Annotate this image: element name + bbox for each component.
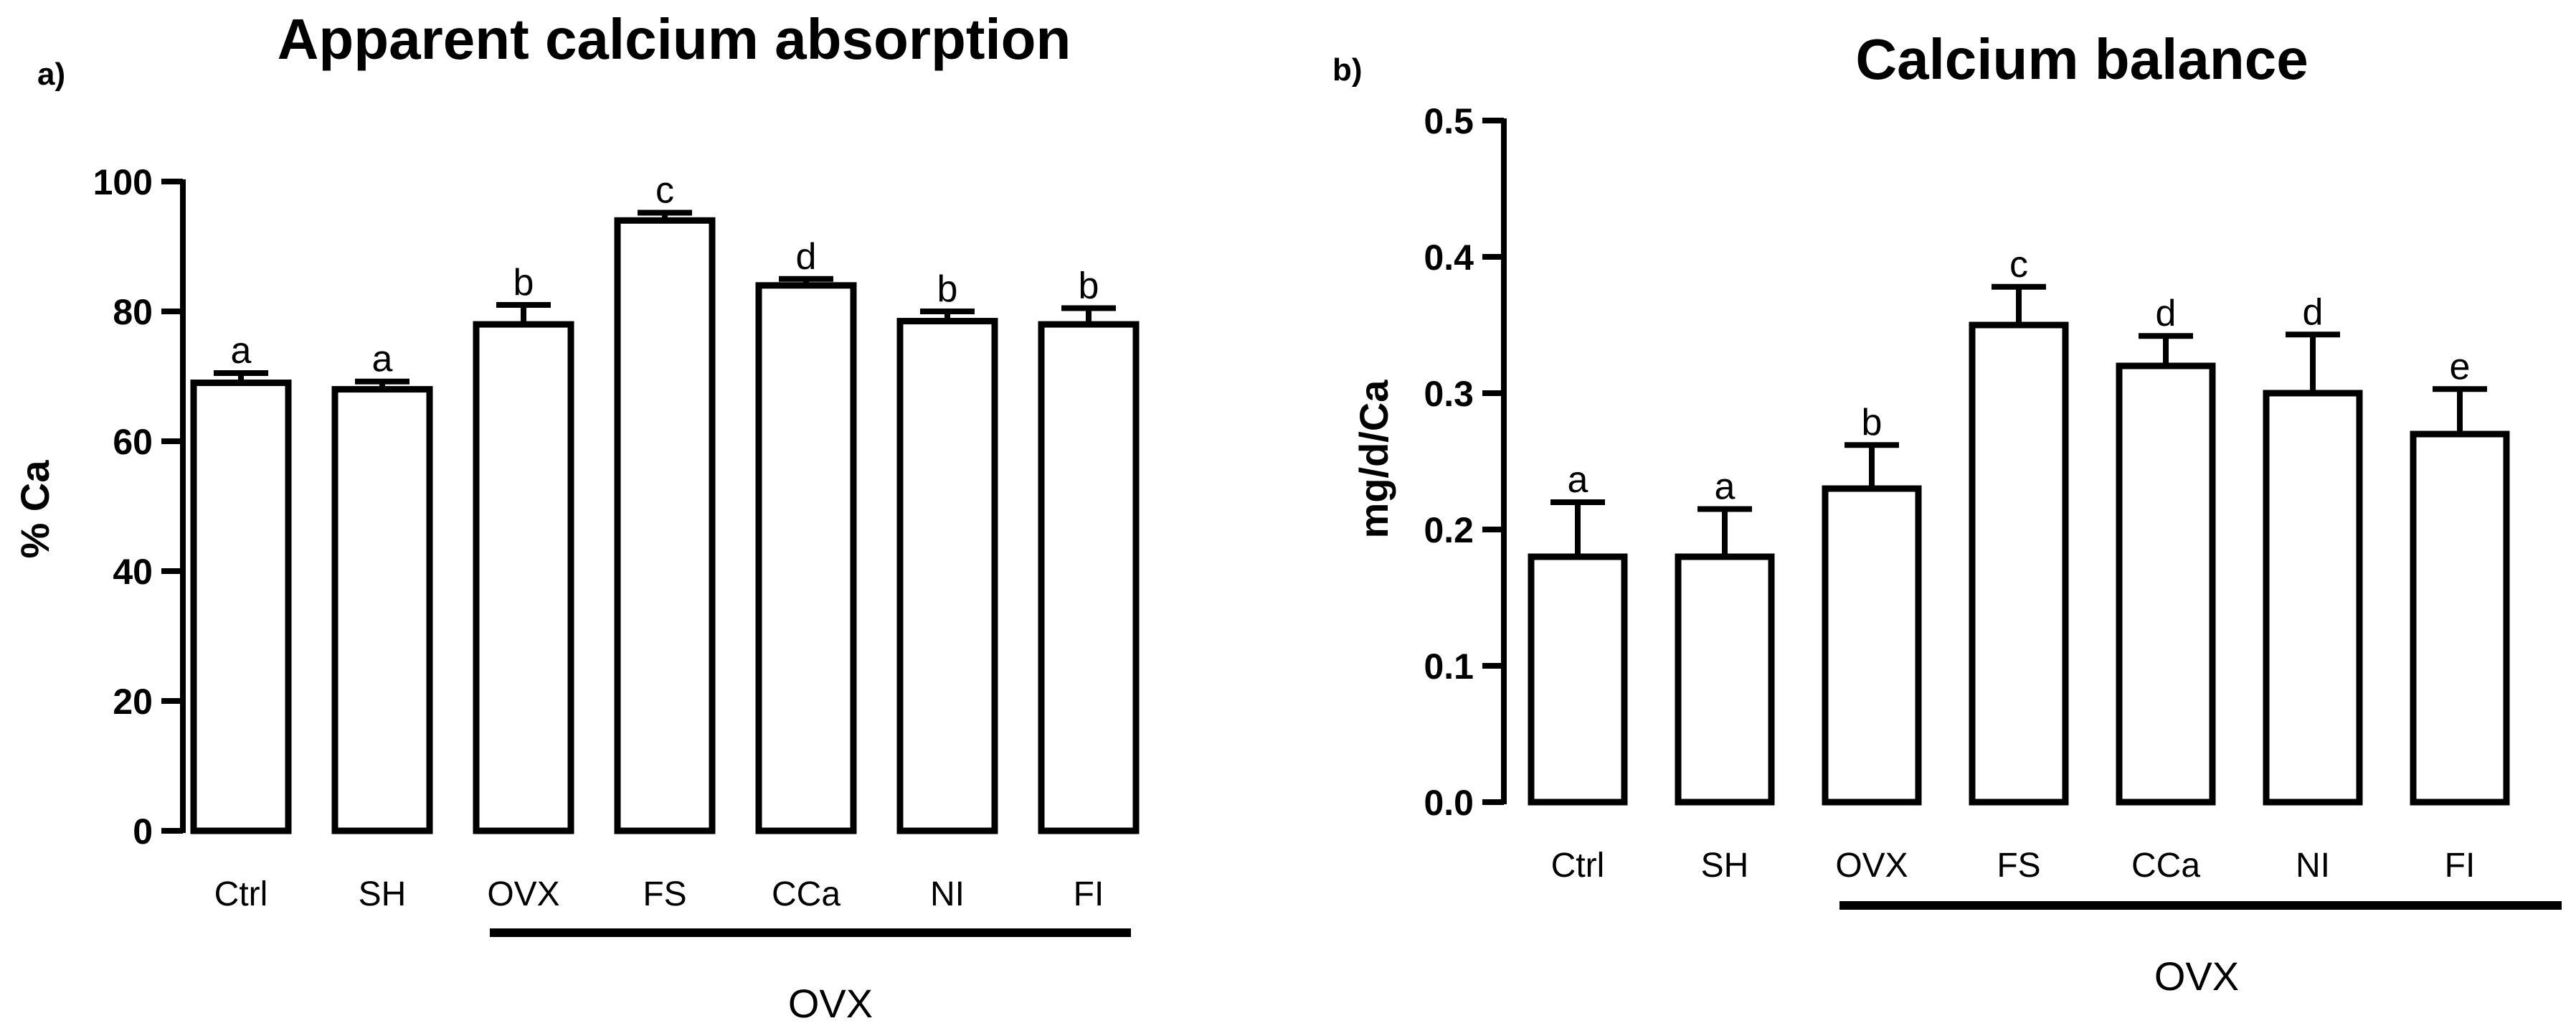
x-tick-label: SH: [359, 875, 407, 913]
bar: [1528, 553, 1628, 806]
x-tick-label: FS: [643, 875, 686, 913]
significance-letter: b: [937, 268, 958, 310]
significance-letter: b: [1862, 402, 1883, 443]
x-tick-label: OVX: [1835, 847, 1908, 885]
y-tick-label: 40: [113, 552, 153, 592]
significance-letter: c: [655, 169, 674, 211]
y-tick-label: 20: [113, 682, 153, 722]
significance-letter: e: [2450, 346, 2471, 387]
bar: [1822, 485, 1922, 806]
chart-title: Apparent calcium absorption: [278, 7, 1071, 71]
bar: [190, 380, 292, 834]
y-tick-label: 0.1: [1424, 646, 1474, 687]
group-label: OVX: [788, 981, 873, 1026]
x-tick-label: SH: [1701, 847, 1749, 885]
significance-letter: c: [2009, 244, 2028, 286]
bar: [473, 321, 574, 834]
significance-letter: d: [2303, 291, 2324, 333]
bar: [2116, 362, 2216, 806]
x-tick-label: NI: [2296, 847, 2330, 885]
x-tick-label: CCa: [2131, 847, 2200, 885]
bar: [1675, 553, 1775, 806]
panel-label: b): [1332, 52, 1363, 88]
bar: [1969, 321, 2069, 806]
bar: [2410, 430, 2510, 806]
x-tick-label: NI: [930, 875, 965, 913]
significance-letter: d: [2156, 293, 2177, 334]
y-tick-label: 0.2: [1424, 510, 1474, 550]
significance-letter: a: [1715, 466, 1736, 508]
x-tick-label: CCa: [772, 875, 840, 913]
x-tick-label: FS: [1997, 847, 2040, 885]
bar: [755, 282, 857, 834]
group-label: OVX: [2154, 954, 2239, 999]
chart-title: Calcium balance: [1855, 27, 2308, 91]
significance-letter: b: [1079, 265, 1099, 306]
x-tick-label: FI: [2445, 847, 2476, 885]
y-tick-label: 0.0: [1424, 783, 1474, 823]
significance-letter: d: [796, 236, 817, 278]
significance-letter: a: [231, 330, 252, 372]
bar: [1038, 321, 1140, 834]
significance-letter: a: [372, 339, 393, 380]
x-tick-label: FI: [1074, 875, 1104, 913]
y-tick-label: 80: [113, 292, 153, 332]
bar: [2263, 390, 2363, 806]
y-tick-label: 0.3: [1424, 374, 1474, 414]
y-tick-label: 0.5: [1424, 101, 1474, 141]
y-axis-label: % Ca: [12, 460, 57, 559]
significance-letter: a: [1568, 459, 1588, 501]
bar: [896, 318, 998, 834]
x-tick-label: Ctrl: [1551, 847, 1605, 885]
x-tick-label: OVX: [487, 875, 559, 913]
y-axis-label: mg/d/Ca: [1351, 380, 1396, 539]
significance-letter: b: [513, 262, 534, 303]
panel-label: a): [37, 57, 65, 92]
y-tick-label: 0: [133, 811, 153, 852]
bar: [614, 217, 716, 834]
y-tick-label: 60: [113, 422, 153, 462]
y-tick-label: 0.4: [1424, 237, 1474, 278]
bar: [331, 386, 433, 834]
x-tick-label: Ctrl: [214, 875, 268, 913]
y-tick-label: 100: [93, 162, 153, 202]
